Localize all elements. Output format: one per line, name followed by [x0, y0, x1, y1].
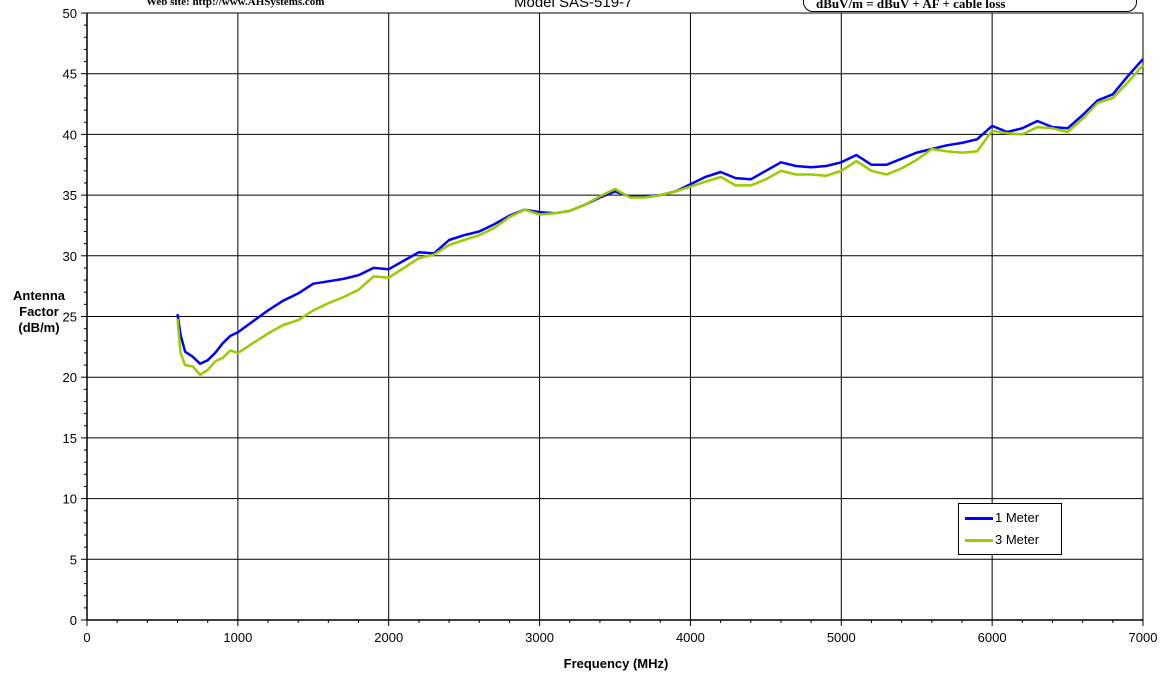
y-tick-label: 45	[63, 67, 77, 82]
x-tick-label: 6000	[978, 630, 1007, 645]
y-axis-label-line: Antenna	[13, 288, 65, 303]
x-tick-label: 4000	[676, 630, 705, 645]
series-line-3-meter	[176, 64, 1144, 377]
y-tick-label: 35	[63, 188, 77, 203]
y-axis-label-line: Factor	[19, 304, 59, 319]
model-title: Model SAS-519-7	[514, 0, 633, 11]
y-tick-label: 25	[63, 310, 77, 325]
y-tick-label: 15	[63, 431, 77, 446]
y-tick-label: 20	[63, 370, 77, 385]
legend: 1 Meter 3 Meter	[958, 503, 1062, 555]
series-line-1-meter	[176, 58, 1144, 366]
formula-box: dBuV/m = dBuV + AF + cable loss	[803, 0, 1137, 12]
x-tick-label: 5000	[827, 630, 856, 645]
legend-swatch	[965, 539, 993, 542]
y-tick-label: 50	[63, 6, 77, 21]
x-tick-label: 3000	[525, 630, 554, 645]
legend-item-3-meter: 3 Meter	[965, 530, 1061, 550]
y-tick-label: 10	[63, 492, 77, 507]
y-axis-label-line: (dB/m)	[18, 320, 60, 335]
website-text: Web site: http://www.AHSystems.com	[146, 0, 325, 8]
y-axis-label: Antenna Factor (dB/m)	[4, 288, 74, 336]
x-axis-label: Frequency (MHz)	[564, 656, 669, 671]
y-tick-label: 5	[70, 552, 77, 567]
legend-label: 1 Meter	[995, 510, 1040, 525]
y-tick-label: 40	[63, 127, 77, 142]
x-tick-label: 0	[83, 630, 90, 645]
legend-item-1-meter: 1 Meter	[965, 508, 1061, 528]
y-tick-label: 30	[63, 249, 77, 264]
x-tick-label: 2000	[374, 630, 403, 645]
x-tick-label: 7000	[1129, 630, 1158, 645]
y-tick-label: 0	[70, 613, 77, 628]
x-tick-label: 1000	[223, 630, 252, 645]
legend-swatch	[965, 517, 993, 520]
legend-label: 3 Meter	[995, 532, 1040, 547]
